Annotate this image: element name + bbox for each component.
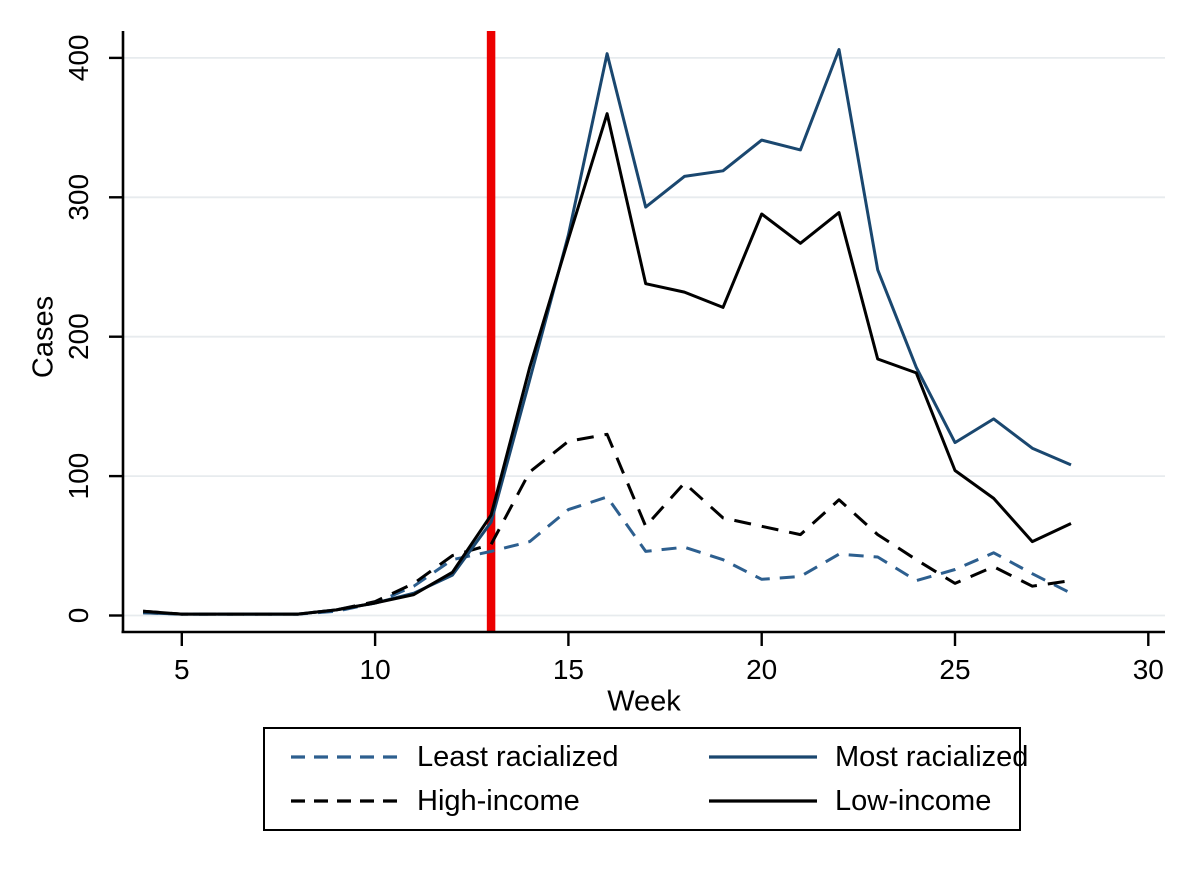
legend-line-sample-most-racialized	[709, 755, 817, 759]
y-tick-label: 400	[63, 35, 94, 82]
legend-item-low-income: Low-income	[707, 785, 1028, 818]
legend-item-least-racialized: Least racialized	[289, 741, 707, 774]
x-axis-title: Week	[607, 685, 681, 718]
legend-item-most-racialized: Most racialized	[707, 741, 1028, 774]
x-tick-label: 30	[1133, 654, 1164, 685]
y-tick-label: 200	[63, 313, 94, 360]
x-tick-label: 10	[360, 654, 391, 685]
series-line-low-income	[142, 112, 1072, 616]
legend-item-high-income: High-income	[289, 785, 707, 818]
series-line-high-income	[142, 432, 1072, 616]
legend: Least racialized Most racialized High-in…	[263, 727, 1028, 831]
y-tick-label: 0	[63, 608, 94, 624]
series-line-most-racialized	[143, 48, 1072, 616]
legend-line-sample-low-income	[709, 799, 817, 803]
legend-label-most-racialized: Most racialized	[835, 740, 1029, 773]
x-tick-label: 20	[746, 654, 777, 685]
y-axis-title: Cases	[27, 295, 60, 379]
legend-label-high-income: High-income	[417, 784, 580, 817]
x-tick-label: 5	[174, 654, 190, 685]
x-tick-label: 25	[939, 654, 970, 685]
series-line-least-racialized	[143, 495, 1072, 616]
legend-label-least-racialized: Least racialized	[417, 740, 619, 773]
y-tick-label: 100	[63, 453, 94, 500]
legend-label-low-income: Low-income	[835, 784, 992, 817]
legend-line-sample-high-income	[291, 799, 399, 803]
y-tick-label: 300	[63, 174, 94, 221]
legend-line-sample-least-racialized	[291, 755, 399, 759]
x-tick-label: 15	[553, 654, 584, 685]
